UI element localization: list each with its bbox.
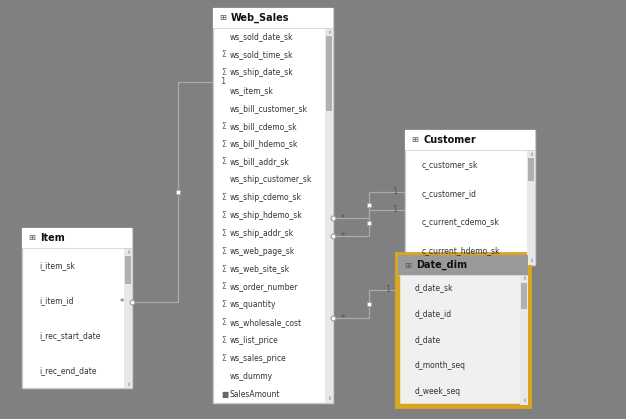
Text: ws_ship_customer_sk: ws_ship_customer_sk: [230, 175, 312, 184]
Text: Σ: Σ: [221, 354, 226, 363]
Bar: [398, 255, 528, 275]
Text: ∧: ∧: [529, 152, 533, 157]
Text: ■: ■: [221, 390, 228, 398]
Bar: [213, 8, 333, 403]
Bar: [124, 248, 132, 388]
Text: ∨: ∨: [522, 398, 526, 403]
Text: ⊞: ⊞: [219, 13, 226, 23]
Bar: [125, 256, 131, 284]
Text: i_rec_end_date: i_rec_end_date: [39, 366, 96, 375]
Text: d_date_sk: d_date_sk: [415, 284, 453, 292]
Text: 1: 1: [393, 187, 398, 197]
Text: ws_ship_addr_sk: ws_ship_addr_sk: [230, 229, 294, 238]
Text: ws_sold_time_sk: ws_sold_time_sk: [230, 50, 294, 59]
Text: Σ: Σ: [221, 264, 226, 274]
Text: c_customer_sk: c_customer_sk: [422, 160, 478, 169]
Text: *: *: [341, 214, 345, 222]
Bar: [405, 130, 535, 265]
Bar: [398, 255, 528, 405]
Text: ⊞: ⊞: [411, 135, 418, 145]
Text: ∨: ∨: [529, 259, 533, 264]
Text: Σ: Σ: [221, 336, 226, 345]
Text: Σ: Σ: [221, 282, 226, 292]
Text: i_item_sk: i_item_sk: [39, 261, 75, 270]
Text: ws_ship_hdemo_sk: ws_ship_hdemo_sk: [230, 211, 303, 220]
Text: Σ: Σ: [221, 247, 226, 256]
Text: ∨: ∨: [327, 396, 331, 401]
Text: ws_web_page_sk: ws_web_page_sk: [230, 247, 295, 256]
Text: c_customer_id: c_customer_id: [422, 189, 477, 198]
Bar: [397, 254, 529, 406]
Bar: [213, 8, 333, 28]
Text: Customer: Customer: [423, 135, 476, 145]
Text: ∧: ∧: [327, 29, 331, 34]
Text: Σ: Σ: [221, 140, 226, 149]
Text: ⊞: ⊞: [28, 233, 35, 243]
Text: ws_bill_hdemo_sk: ws_bill_hdemo_sk: [230, 140, 299, 149]
Text: Σ: Σ: [221, 318, 226, 327]
Text: d_date_id: d_date_id: [415, 310, 452, 318]
Text: Σ: Σ: [221, 229, 226, 238]
Text: ∧: ∧: [126, 249, 130, 254]
Text: Item: Item: [40, 233, 64, 243]
Text: d_week_seq: d_week_seq: [415, 388, 461, 396]
Text: SalesAmount: SalesAmount: [230, 390, 280, 398]
Text: i_item_id: i_item_id: [39, 296, 73, 305]
Text: ∨: ∨: [126, 382, 130, 386]
Text: ws_order_number: ws_order_number: [230, 282, 299, 292]
Text: Σ: Σ: [221, 211, 226, 220]
Text: ws_sold_date_sk: ws_sold_date_sk: [230, 32, 294, 41]
Text: 1: 1: [386, 285, 391, 295]
Text: ws_bill_customer_sk: ws_bill_customer_sk: [230, 104, 308, 113]
Bar: [520, 275, 528, 405]
Text: ws_bill_cdemo_sk: ws_bill_cdemo_sk: [230, 122, 297, 131]
Text: ws_ship_date_sk: ws_ship_date_sk: [230, 68, 294, 77]
Text: 1: 1: [220, 78, 225, 86]
Text: ws_sales_price: ws_sales_price: [230, 354, 287, 363]
Text: *: *: [341, 313, 345, 323]
Text: c_current_cdemo_sk: c_current_cdemo_sk: [422, 217, 500, 226]
Text: i_rec_start_date: i_rec_start_date: [39, 331, 100, 340]
Text: Σ: Σ: [221, 158, 226, 166]
Bar: [326, 36, 332, 111]
Bar: [325, 28, 333, 403]
Bar: [527, 150, 535, 265]
Text: ∧: ∧: [522, 277, 526, 282]
Text: ws_web_site_sk: ws_web_site_sk: [230, 264, 290, 274]
Text: ws_list_price: ws_list_price: [230, 336, 279, 345]
Text: *: *: [120, 297, 124, 307]
Bar: [405, 130, 535, 150]
Text: d_date: d_date: [415, 336, 441, 344]
Text: d_month_seq: d_month_seq: [415, 362, 466, 370]
Text: Σ: Σ: [221, 300, 226, 309]
Text: ws_dummy: ws_dummy: [230, 372, 273, 381]
Text: 1: 1: [393, 205, 398, 215]
Text: Σ: Σ: [221, 68, 226, 77]
Text: ws_ship_cdemo_sk: ws_ship_cdemo_sk: [230, 193, 302, 202]
Text: ws_wholesale_cost: ws_wholesale_cost: [230, 318, 302, 327]
Text: Date_dim: Date_dim: [416, 260, 467, 270]
Bar: [528, 158, 534, 181]
Text: ws_item_sk: ws_item_sk: [230, 86, 274, 95]
Text: ws_quantity: ws_quantity: [230, 300, 277, 309]
Text: ws_bill_addr_sk: ws_bill_addr_sk: [230, 158, 290, 166]
Text: Σ: Σ: [221, 50, 226, 59]
Text: Σ: Σ: [221, 193, 226, 202]
Text: Web_Sales: Web_Sales: [231, 13, 289, 23]
Bar: [22, 228, 132, 388]
Text: c_current_hdemo_sk: c_current_hdemo_sk: [422, 246, 501, 255]
Text: ⊞: ⊞: [404, 261, 411, 269]
Text: Σ: Σ: [221, 122, 226, 131]
Text: *: *: [341, 232, 345, 241]
Bar: [22, 228, 132, 248]
Bar: [521, 283, 527, 309]
